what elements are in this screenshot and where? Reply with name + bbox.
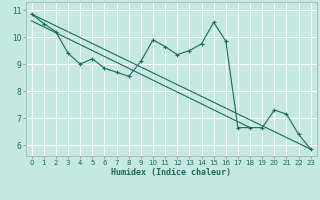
X-axis label: Humidex (Indice chaleur): Humidex (Indice chaleur): [111, 168, 231, 177]
